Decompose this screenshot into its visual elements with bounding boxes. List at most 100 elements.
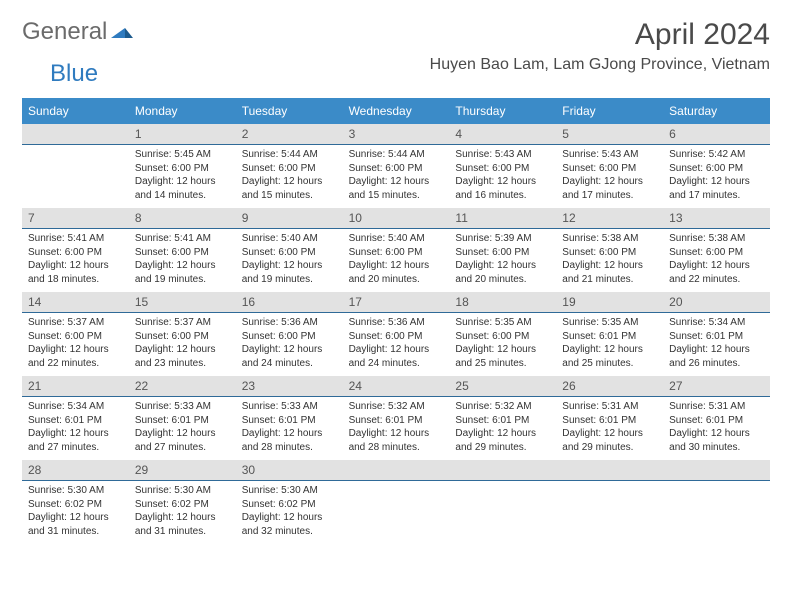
day-cell: Sunrise: 5:44 AMSunset: 6:00 PMDaylight:… xyxy=(343,145,450,208)
day-cell: Sunrise: 5:41 AMSunset: 6:00 PMDaylight:… xyxy=(22,229,129,292)
day-cell: Sunrise: 5:41 AMSunset: 6:00 PMDaylight:… xyxy=(129,229,236,292)
sunrise-text: Sunrise: 5:43 AM xyxy=(455,148,550,162)
sunset-text: Sunset: 6:01 PM xyxy=(669,414,764,428)
day-number: 29 xyxy=(129,460,236,481)
sunset-text: Sunset: 6:02 PM xyxy=(242,498,337,512)
sunrise-text: Sunrise: 5:31 AM xyxy=(669,400,764,414)
daylight-text: Daylight: 12 hours and 29 minutes. xyxy=(455,427,550,454)
sunset-text: Sunset: 6:01 PM xyxy=(242,414,337,428)
day-number: 18 xyxy=(449,292,556,313)
day-header-thu: Thursday xyxy=(449,98,556,124)
day-cell: Sunrise: 5:34 AMSunset: 6:01 PMDaylight:… xyxy=(22,397,129,460)
sunrise-text: Sunrise: 5:32 AM xyxy=(349,400,444,414)
sunrise-text: Sunrise: 5:41 AM xyxy=(28,232,123,246)
day-number: 19 xyxy=(556,292,663,313)
sunrise-text: Sunrise: 5:40 AM xyxy=(349,232,444,246)
sunrise-text: Sunrise: 5:44 AM xyxy=(242,148,337,162)
day-number: 24 xyxy=(343,376,450,397)
sunset-text: Sunset: 6:01 PM xyxy=(562,414,657,428)
sunrise-text: Sunrise: 5:41 AM xyxy=(135,232,230,246)
daylight-text: Daylight: 12 hours and 28 minutes. xyxy=(349,427,444,454)
sunset-text: Sunset: 6:00 PM xyxy=(349,330,444,344)
sunrise-text: Sunrise: 5:35 AM xyxy=(562,316,657,330)
daynum-row: 78910111213 xyxy=(22,208,770,229)
day-cell: Sunrise: 5:43 AMSunset: 6:00 PMDaylight:… xyxy=(556,145,663,208)
sunset-text: Sunset: 6:00 PM xyxy=(28,246,123,260)
day-cell: Sunrise: 5:33 AMSunset: 6:01 PMDaylight:… xyxy=(129,397,236,460)
day-number: 7 xyxy=(22,208,129,229)
daylight-text: Daylight: 12 hours and 25 minutes. xyxy=(562,343,657,370)
day-cell: Sunrise: 5:33 AMSunset: 6:01 PMDaylight:… xyxy=(236,397,343,460)
day-number: 26 xyxy=(556,376,663,397)
daylight-text: Daylight: 12 hours and 26 minutes. xyxy=(669,343,764,370)
daylight-text: Daylight: 12 hours and 15 minutes. xyxy=(242,175,337,202)
sunrise-text: Sunrise: 5:44 AM xyxy=(349,148,444,162)
sunrise-text: Sunrise: 5:45 AM xyxy=(135,148,230,162)
sunset-text: Sunset: 6:01 PM xyxy=(562,330,657,344)
sunset-text: Sunset: 6:00 PM xyxy=(455,246,550,260)
sunrise-text: Sunrise: 5:34 AM xyxy=(28,400,123,414)
sunset-text: Sunset: 6:00 PM xyxy=(242,162,337,176)
sunset-text: Sunset: 6:00 PM xyxy=(455,330,550,344)
daylight-text: Daylight: 12 hours and 31 minutes. xyxy=(28,511,123,538)
day-number xyxy=(556,460,663,481)
day-number xyxy=(22,124,129,145)
day-cell: Sunrise: 5:37 AMSunset: 6:00 PMDaylight:… xyxy=(22,313,129,376)
daylight-text: Daylight: 12 hours and 22 minutes. xyxy=(28,343,123,370)
day-number: 22 xyxy=(129,376,236,397)
daylight-text: Daylight: 12 hours and 20 minutes. xyxy=(455,259,550,286)
day-number: 12 xyxy=(556,208,663,229)
daylight-text: Daylight: 12 hours and 14 minutes. xyxy=(135,175,230,202)
daynum-row: 14151617181920 xyxy=(22,292,770,313)
daylight-text: Daylight: 12 hours and 17 minutes. xyxy=(562,175,657,202)
sunrise-text: Sunrise: 5:36 AM xyxy=(242,316,337,330)
day-cell: Sunrise: 5:44 AMSunset: 6:00 PMDaylight:… xyxy=(236,145,343,208)
day-cell: Sunrise: 5:36 AMSunset: 6:00 PMDaylight:… xyxy=(343,313,450,376)
logo: General xyxy=(22,18,135,46)
day-cell: Sunrise: 5:45 AMSunset: 6:00 PMDaylight:… xyxy=(129,145,236,208)
day-number: 3 xyxy=(343,124,450,145)
sunrise-text: Sunrise: 5:40 AM xyxy=(242,232,337,246)
daynum-row: 282930 xyxy=(22,460,770,481)
sunrise-text: Sunrise: 5:37 AM xyxy=(135,316,230,330)
sunset-text: Sunset: 6:00 PM xyxy=(242,246,337,260)
logo-mark-icon xyxy=(111,22,133,43)
day-number: 9 xyxy=(236,208,343,229)
daylight-text: Daylight: 12 hours and 24 minutes. xyxy=(349,343,444,370)
day-cell xyxy=(22,145,129,208)
day-number: 8 xyxy=(129,208,236,229)
daylight-text: Daylight: 12 hours and 21 minutes. xyxy=(562,259,657,286)
daylight-text: Daylight: 12 hours and 23 minutes. xyxy=(135,343,230,370)
sunrise-text: Sunrise: 5:38 AM xyxy=(669,232,764,246)
sunrise-text: Sunrise: 5:31 AM xyxy=(562,400,657,414)
daylight-text: Daylight: 12 hours and 30 minutes. xyxy=(669,427,764,454)
day-cell: Sunrise: 5:38 AMSunset: 6:00 PMDaylight:… xyxy=(663,229,770,292)
day-header-wed: Wednesday xyxy=(343,98,450,124)
daylight-text: Daylight: 12 hours and 16 minutes. xyxy=(455,175,550,202)
sunrise-text: Sunrise: 5:35 AM xyxy=(455,316,550,330)
day-cell: Sunrise: 5:31 AMSunset: 6:01 PMDaylight:… xyxy=(663,397,770,460)
day-cell: Sunrise: 5:36 AMSunset: 6:00 PMDaylight:… xyxy=(236,313,343,376)
day-header-tue: Tuesday xyxy=(236,98,343,124)
day-cell: Sunrise: 5:39 AMSunset: 6:00 PMDaylight:… xyxy=(449,229,556,292)
day-cell: Sunrise: 5:35 AMSunset: 6:00 PMDaylight:… xyxy=(449,313,556,376)
content-row: Sunrise: 5:30 AMSunset: 6:02 PMDaylight:… xyxy=(22,481,770,544)
day-number: 2 xyxy=(236,124,343,145)
day-cell: Sunrise: 5:43 AMSunset: 6:00 PMDaylight:… xyxy=(449,145,556,208)
day-number: 30 xyxy=(236,460,343,481)
day-cell: Sunrise: 5:30 AMSunset: 6:02 PMDaylight:… xyxy=(236,481,343,544)
day-header-sat: Saturday xyxy=(663,98,770,124)
day-cell: Sunrise: 5:30 AMSunset: 6:02 PMDaylight:… xyxy=(22,481,129,544)
daylight-text: Daylight: 12 hours and 17 minutes. xyxy=(669,175,764,202)
sunrise-text: Sunrise: 5:43 AM xyxy=(562,148,657,162)
logo-text-blue: Blue xyxy=(50,60,98,88)
day-number: 4 xyxy=(449,124,556,145)
day-cell xyxy=(449,481,556,544)
day-cell: Sunrise: 5:32 AMSunset: 6:01 PMDaylight:… xyxy=(449,397,556,460)
day-number: 15 xyxy=(129,292,236,313)
daylight-text: Daylight: 12 hours and 32 minutes. xyxy=(242,511,337,538)
day-number: 1 xyxy=(129,124,236,145)
sunrise-text: Sunrise: 5:30 AM xyxy=(28,484,123,498)
sunrise-text: Sunrise: 5:33 AM xyxy=(135,400,230,414)
daylight-text: Daylight: 12 hours and 27 minutes. xyxy=(135,427,230,454)
